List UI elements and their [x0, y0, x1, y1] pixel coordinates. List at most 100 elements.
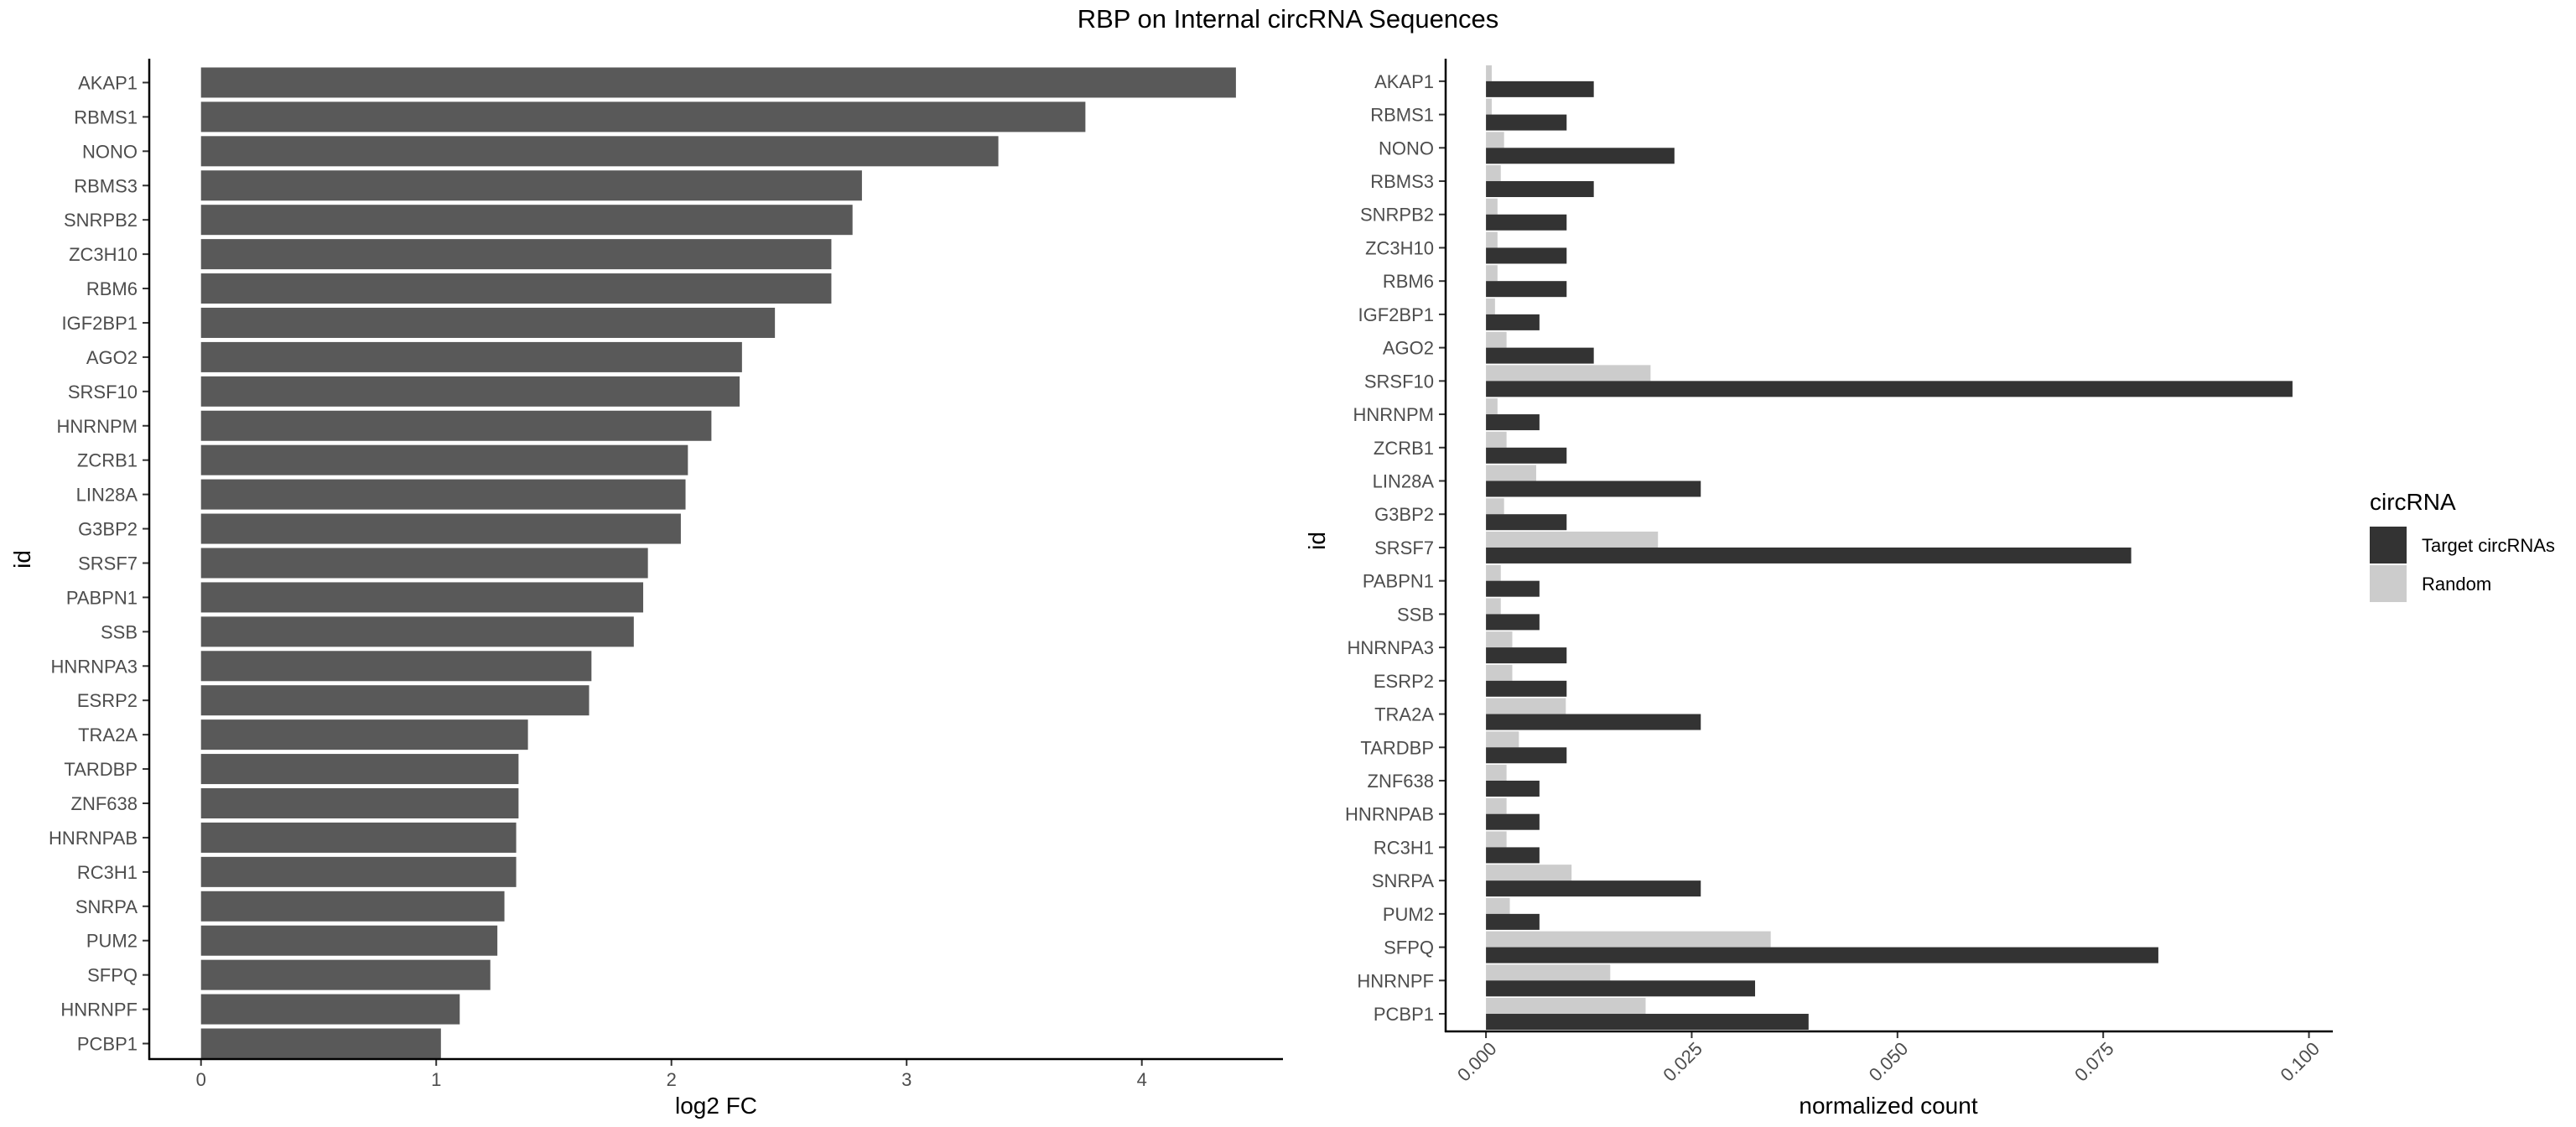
left-y-tick-label: ZC3H10 — [69, 244, 138, 265]
left-bar-nono — [200, 136, 999, 167]
left-bar-srsf7 — [200, 548, 648, 579]
left-bar-tra2a — [200, 719, 528, 750]
left-y-tick-label: RC3H1 — [77, 862, 138, 883]
random-bar-srsf10 — [1486, 365, 1651, 382]
random-bar-hnrnpm — [1486, 398, 1498, 415]
right-y-tick-label: RBMS3 — [1370, 171, 1434, 192]
right-y-tick-label: TARDBP — [1360, 737, 1434, 758]
target-bar-hnrnpab — [1486, 813, 1540, 830]
right-y-tick-label: PCBP1 — [1374, 1004, 1434, 1025]
legend-label-random: Random — [2422, 574, 2491, 595]
random-bar-rbms3 — [1486, 165, 1501, 182]
target-bar-pcbp1 — [1486, 1014, 1809, 1031]
right-y-tick-label: G3BP2 — [1374, 504, 1434, 525]
right-y-tick-label: TRA2A — [1374, 704, 1434, 725]
left-y-tick-labels: AKAP1 RBMS1 NONO RBMS3 SNRPB2 ZC3H10 RBM6 IGF2B… — [49, 72, 149, 1055]
target-bar-sfpq — [1486, 947, 2158, 963]
left-y-tick-label: AGO2 — [86, 347, 138, 368]
right-x-tick-label: 0.050 — [1865, 1038, 1913, 1086]
left-y-tick-label: PABPN1 — [66, 587, 138, 608]
random-bar-zcrb1 — [1486, 431, 1507, 448]
target-bar-rbms3 — [1486, 181, 1594, 198]
left-bar-lin28a — [200, 479, 686, 510]
right-y-tick-label: HNRNPM — [1353, 404, 1434, 425]
random-bar-g3bp2 — [1486, 498, 1504, 515]
right-y-tick-label: ESRP2 — [1374, 671, 1434, 692]
left-y-tick-label: RBMS3 — [74, 175, 138, 196]
left-x-tick-label: 1 — [431, 1069, 441, 1090]
random-bar-hnrnpab — [1486, 797, 1507, 814]
left-x-axis-title: log2 FC — [675, 1093, 757, 1119]
right-y-tick-label: RC3H1 — [1374, 837, 1434, 858]
legend-swatch-random — [2370, 565, 2407, 602]
left-y-tick-label: SRSF7 — [78, 553, 138, 574]
random-bar-rbms1 — [1486, 98, 1492, 115]
random-bar-srsf7 — [1486, 531, 1659, 548]
left-y-tick-label: ESRP2 — [77, 690, 138, 711]
left-bar-rbm6 — [200, 273, 832, 304]
target-bar-snrpa — [1486, 880, 1701, 897]
right-chart: AKAP1 RBMS1 NONO RBMS3 SNRPB2 ZC3H10 RBM6 IGF2B… — [1304, 59, 2333, 1119]
left-y-tick-label: SSB — [101, 621, 138, 642]
left-bar-hnrnpab — [200, 822, 517, 853]
left-bar-ssb — [200, 616, 634, 647]
right-x-tick-label: 0.025 — [1659, 1038, 1706, 1086]
right-y-tick-label: ZCRB1 — [1374, 438, 1434, 459]
left-bar-zcrb1 — [200, 444, 688, 475]
target-bar-rbm6 — [1486, 281, 1567, 298]
right-x-ticks: 0.000 0.025 0.050 0.075 0.100 — [1453, 1031, 2324, 1085]
left-y-axis-title: id — [9, 550, 35, 569]
left-y-tick-label: IGF2BP1 — [62, 313, 138, 334]
right-y-tick-label: PUM2 — [1383, 904, 1434, 925]
legend: circRNA Target circRNAs Random — [2370, 489, 2555, 602]
target-bar-tra2a — [1486, 714, 1701, 730]
legend-swatch-target — [2370, 527, 2407, 564]
left-y-tick-label: AKAP1 — [78, 72, 138, 93]
random-bar-znf638 — [1486, 764, 1507, 781]
target-bar-rc3h1 — [1486, 847, 1540, 864]
left-x-tick-label: 0 — [196, 1069, 206, 1090]
left-y-tick-label: RBM6 — [86, 278, 138, 299]
figure-title: RBP on Internal circRNA Sequences — [1078, 4, 1499, 34]
target-bar-ssb — [1486, 614, 1540, 631]
random-bar-pum2 — [1486, 897, 1510, 914]
left-chart: AKAP1 RBMS1 NONO RBMS3 SNRPB2 ZC3H10 RBM6 IGF2B… — [9, 59, 1283, 1119]
right-x-axis-title: normalized count — [1799, 1093, 1977, 1119]
target-bar-g3bp2 — [1486, 514, 1567, 531]
left-x-tick-label: 3 — [901, 1069, 911, 1090]
left-bar-hnrnpm — [200, 410, 712, 441]
left-bar-zc3h10 — [200, 239, 832, 270]
left-bar-pabpn1 — [200, 582, 644, 613]
left-y-tick-label: SNRPA — [75, 896, 138, 917]
left-y-tick-label: ZNF638 — [71, 793, 138, 814]
left-y-tick-label: PCBP1 — [77, 1034, 138, 1055]
left-y-tick-label: TARDBP — [64, 759, 138, 780]
right-x-tick-label: 0.100 — [2276, 1038, 2324, 1086]
left-bar-akap1 — [200, 67, 1236, 98]
left-bar-snrpb2 — [200, 205, 853, 236]
right-y-tick-label: SFPQ — [1384, 937, 1434, 958]
target-bar-akap1 — [1486, 80, 1594, 97]
left-bar-rbms1 — [200, 101, 1086, 132]
left-y-tick-label: SFPQ — [87, 965, 138, 986]
random-bar-esrp2 — [1486, 664, 1513, 681]
random-bar-rc3h1 — [1486, 831, 1507, 848]
left-y-tick-label: HNRNPF — [60, 1000, 138, 1021]
legend-title: circRNA — [2370, 489, 2456, 515]
random-bar-pcbp1 — [1486, 998, 1646, 1015]
right-y-tick-label: RBMS1 — [1370, 105, 1434, 126]
right-y-tick-label: SRSF7 — [1374, 538, 1434, 558]
right-y-tick-label: SRSF10 — [1364, 371, 1434, 392]
left-y-tick-label: SNRPB2 — [64, 210, 138, 231]
target-bar-lin28a — [1486, 480, 1701, 497]
left-bar-hnrnpa3 — [200, 651, 592, 682]
right-x-tick-label: 0.000 — [1453, 1038, 1501, 1086]
random-bar-sfpq — [1486, 931, 1771, 948]
left-bar-tardbp — [200, 754, 519, 785]
random-bar-ago2 — [1486, 331, 1507, 348]
left-y-tick-label: HNRNPM — [56, 416, 138, 437]
left-y-tick-label: NONO — [82, 141, 138, 162]
target-bar-hnrnpm — [1486, 414, 1540, 431]
random-bar-snrpa — [1486, 865, 1572, 881]
